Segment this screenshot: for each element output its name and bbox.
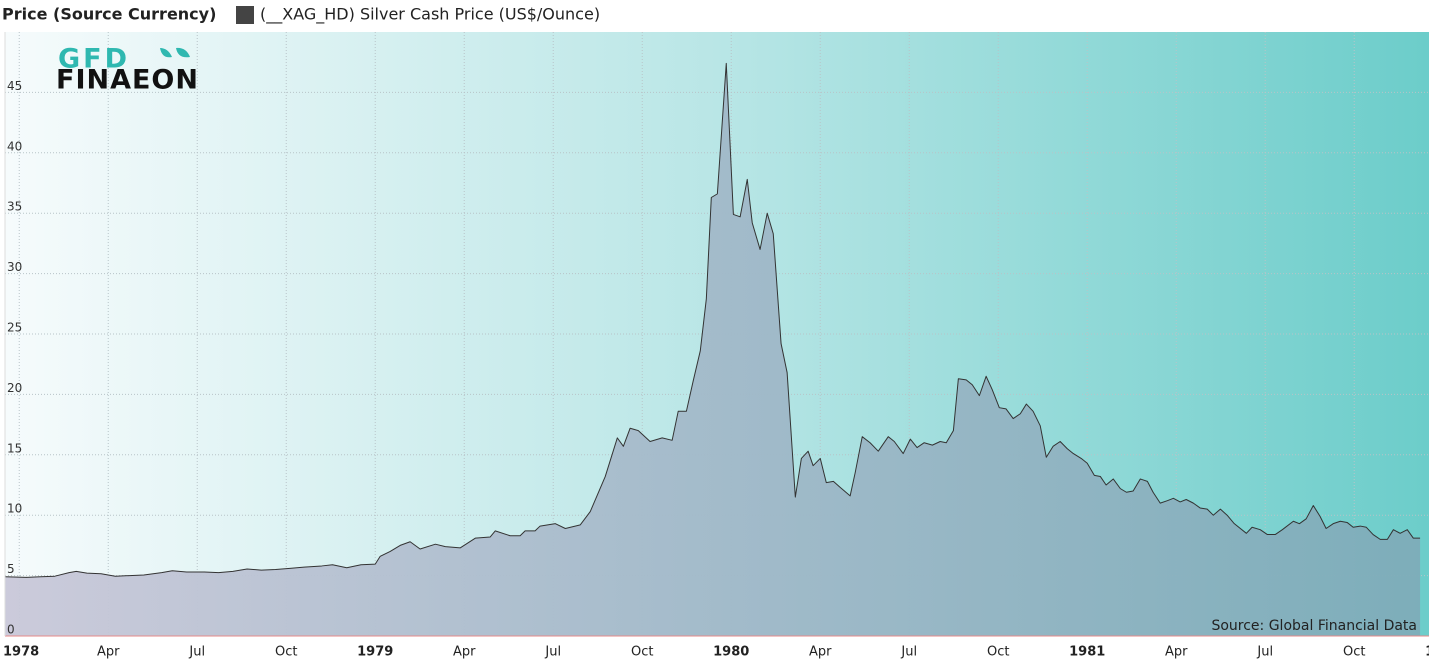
x-tick-label: 1982 [1425, 645, 1429, 660]
logo: GFD FINAEON [56, 44, 199, 96]
logo-top: GFD [58, 44, 130, 75]
header: Price (Source Currency) [2, 5, 216, 24]
y-tick-label: 15 [7, 441, 22, 455]
x-tick-label: Oct [1343, 645, 1365, 660]
x-tick-label: 1978 [3, 645, 39, 660]
labels: 0 5 10 15 20 25 30 35 40 45 1978 Apr Jul Oct 1979 Apr Ju… [3, 79, 1429, 660]
y-tick-label: 10 [7, 502, 22, 516]
y-tick-label: 5 [7, 562, 15, 576]
line [4, 62, 1421, 578]
marks [4, 62, 1421, 637]
y-tick-label: 45 [7, 79, 22, 93]
x-tick-label: Apr [453, 645, 476, 660]
legend-swatch [236, 6, 254, 24]
x-tick-label: Apr [97, 645, 120, 660]
x-tick-label: Apr [1165, 645, 1188, 660]
x-tick-label: Jul [544, 645, 561, 660]
x-tick-label: Apr [809, 645, 832, 660]
y-tick-label: 35 [7, 200, 22, 214]
x-tick-label: Jul [900, 645, 917, 660]
x-tick-label: 1980 [713, 645, 749, 660]
x-tick-label: 1979 [357, 645, 393, 660]
x-tick-label: Jul [188, 645, 205, 660]
y-tick-label: 40 [7, 139, 22, 153]
x-tick-label: Oct [631, 645, 653, 660]
x-tick-label: Oct [987, 645, 1009, 660]
x-tick-label: 1981 [1069, 645, 1105, 660]
area [5, 63, 1421, 637]
legend-label: (__XAG_HD) Silver Cash Price (US$/Ounce) [260, 5, 600, 25]
y-tick-label: 0 [7, 623, 15, 637]
y-tick-label: 30 [7, 260, 22, 274]
logo-leaves [160, 47, 190, 58]
x-tick-label: Jul [1256, 645, 1273, 660]
y-tick-label: 25 [7, 321, 22, 335]
source: Source: Global Financial Data [1211, 618, 1417, 634]
y-tick-label: 20 [7, 381, 22, 395]
x-tick-label: Oct [275, 645, 297, 660]
logo-bottom: FINAEON [56, 65, 199, 96]
